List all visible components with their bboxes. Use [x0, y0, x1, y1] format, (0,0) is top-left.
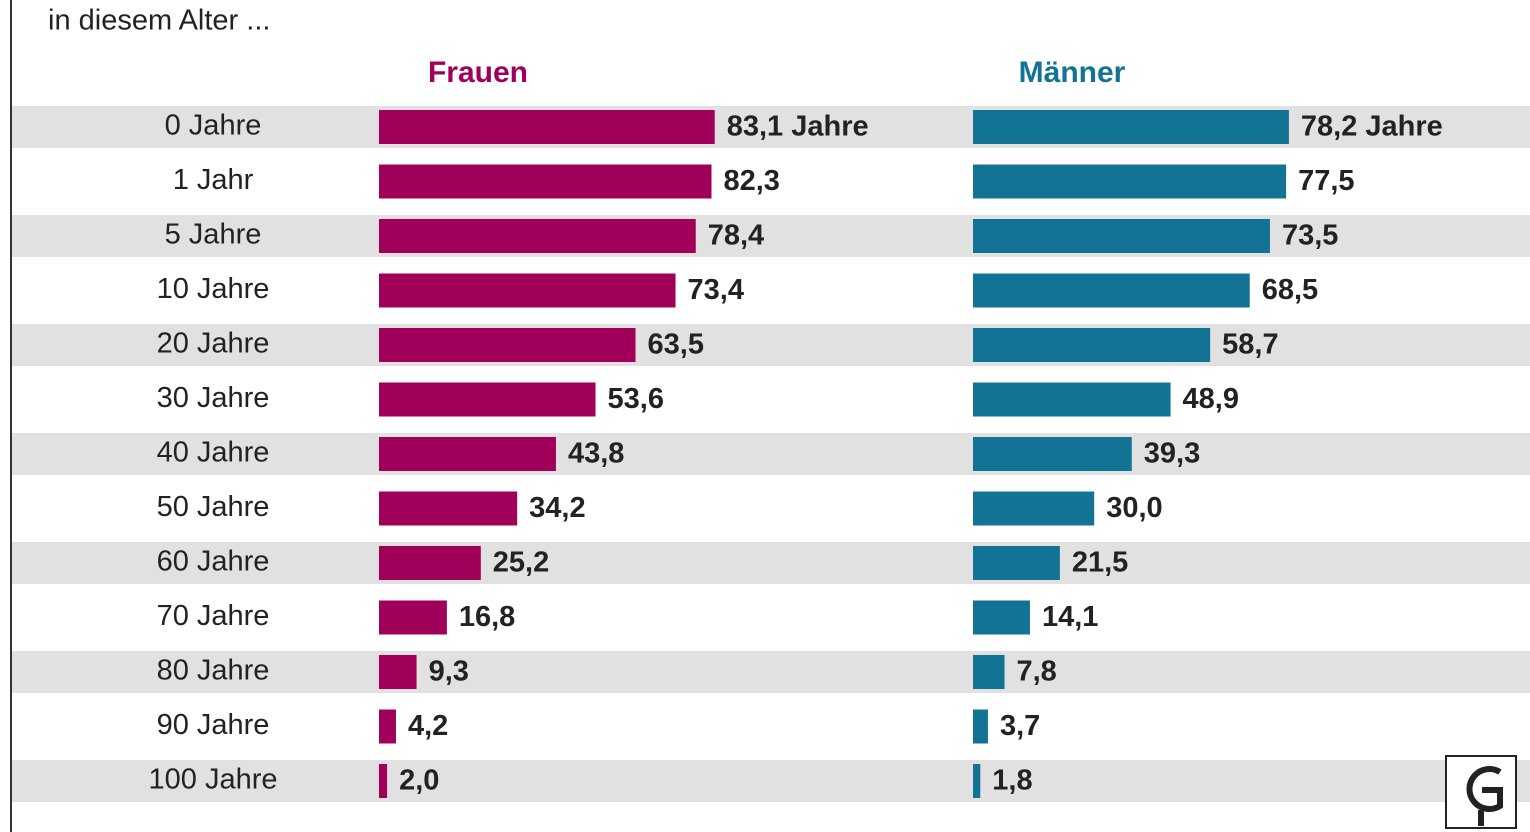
value-label: 58,7 [1222, 329, 1278, 361]
category-label: 60 Jahre [157, 546, 270, 578]
value-label: 7,8 [1017, 656, 1057, 688]
category-label: 0 Jahre [165, 110, 262, 142]
value-label: 53,6 [608, 383, 664, 415]
bar [379, 328, 636, 362]
bar [973, 601, 1030, 635]
bar [379, 383, 596, 417]
category-label: 20 Jahre [157, 328, 270, 360]
category-label: 30 Jahre [157, 382, 270, 414]
category-label: 10 Jahre [157, 273, 270, 305]
bar [973, 274, 1250, 308]
bar [973, 219, 1270, 253]
value-label: 68,5 [1262, 274, 1318, 306]
value-label: 2,0 [399, 765, 439, 797]
bar [379, 437, 556, 471]
category-label: 100 Jahre [149, 764, 278, 796]
bar [973, 165, 1286, 199]
category-label: 50 Jahre [157, 491, 270, 523]
bar [379, 546, 481, 580]
value-label: 16,8 [459, 601, 515, 633]
bar [973, 110, 1289, 144]
value-label: 73,5 [1282, 220, 1338, 252]
value-label: 9,3 [429, 656, 469, 688]
bar [379, 601, 447, 635]
value-label: 43,8 [568, 438, 624, 470]
legend-label: Frauen [428, 56, 528, 89]
category-label: 40 Jahre [157, 437, 270, 469]
category-label: 5 Jahre [165, 219, 262, 251]
bar [379, 710, 396, 744]
value-label: 83,1 Jahre [727, 111, 869, 143]
value-label: 48,9 [1183, 383, 1239, 415]
value-label: 73,4 [688, 274, 744, 306]
bar [973, 655, 1005, 689]
bar [379, 764, 387, 798]
bar [379, 219, 696, 253]
category-label: 1 Jahr [173, 164, 254, 196]
legend-label: Männer [1019, 56, 1126, 89]
value-label: 1,8 [992, 765, 1032, 797]
chart: in diesem Alter ... 0 Jahre 1 Jahr 5 Jahre… [0, 0, 1530, 832]
bar [973, 764, 980, 798]
category-label: 90 Jahre [157, 709, 270, 741]
bar [379, 492, 517, 526]
value-label: 77,5 [1298, 165, 1354, 197]
bar [973, 492, 1094, 526]
value-label: 3,7 [1000, 710, 1040, 742]
value-label: 39,3 [1144, 438, 1200, 470]
value-label: 30,0 [1106, 492, 1162, 524]
value-label: 78,2 Jahre [1301, 111, 1443, 143]
value-label: 21,5 [1072, 547, 1128, 579]
bar [973, 546, 1060, 580]
bar [973, 437, 1132, 471]
value-label: 82,3 [723, 165, 779, 197]
category-label: 80 Jahre [157, 655, 270, 687]
value-label: 63,5 [648, 329, 704, 361]
bar [379, 655, 417, 689]
bar [379, 165, 711, 199]
bar [379, 110, 715, 144]
bar [379, 274, 676, 308]
bar [973, 328, 1210, 362]
bar [973, 383, 1171, 417]
chart-subtitle: in diesem Alter ... [48, 5, 270, 37]
category-label: 70 Jahre [157, 600, 270, 632]
value-label: 14,1 [1042, 601, 1098, 633]
value-label: 34,2 [529, 492, 585, 524]
logo [1446, 756, 1516, 828]
value-label: 25,2 [493, 547, 549, 579]
value-label: 78,4 [708, 220, 764, 252]
bar [973, 710, 988, 744]
value-label: 4,2 [408, 710, 448, 742]
